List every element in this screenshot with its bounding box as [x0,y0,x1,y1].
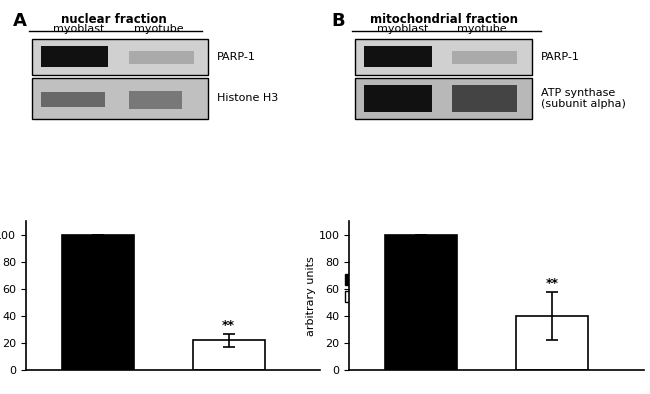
Text: B: B [332,12,345,30]
Text: myoblast: myoblast [53,24,105,34]
Bar [364,85,432,112]
Text: PARP-1: PARP-1 [217,52,256,61]
Bar [41,93,105,108]
Bar [129,51,194,64]
Bar [364,46,432,67]
Text: **: ** [222,319,235,332]
Bar [356,78,532,119]
Legend: myoblast, myotube: myoblast, myotube [341,269,422,307]
Bar [32,39,208,74]
Text: mitochondrial fraction: mitochondrial fraction [370,13,517,26]
Y-axis label: arbitrary units: arbitrary units [306,256,316,336]
Text: myotube: myotube [457,24,506,34]
Text: **: ** [545,277,558,290]
Bar [452,85,517,112]
Bar [356,39,532,74]
Text: A: A [13,12,27,30]
Text: PARP-1: PARP-1 [541,52,579,61]
Bar [516,316,588,370]
Text: nuclear fraction: nuclear fraction [61,13,167,26]
Text: myotube: myotube [133,24,183,34]
Text: ATP synthase
(subunit alpha): ATP synthase (subunit alpha) [541,88,625,109]
Bar [41,46,109,67]
Text: myoblast: myoblast [377,24,428,34]
Bar [452,51,517,64]
Bar [32,78,208,119]
Bar [129,91,182,109]
Bar [62,234,134,370]
Bar [192,340,265,370]
Bar [385,234,457,370]
Text: Histone H3: Histone H3 [217,93,278,104]
